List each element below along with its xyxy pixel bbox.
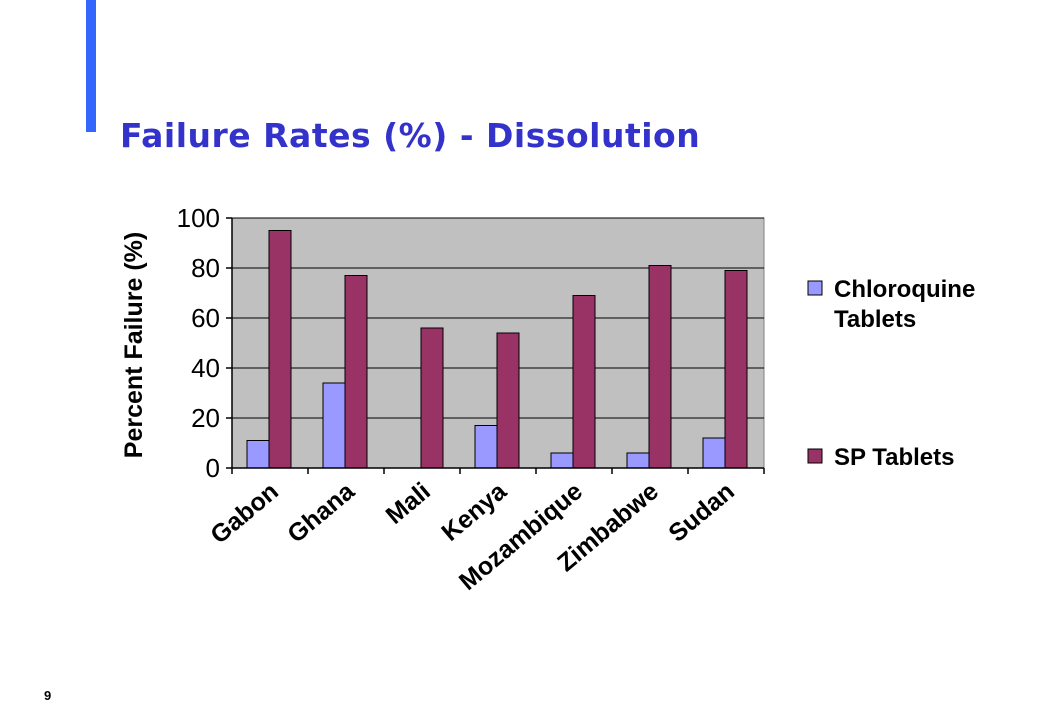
bar-chloroquine-sudan — [702, 437, 726, 469]
bar-sp-kenya — [496, 332, 520, 469]
legend-label-chloroquine: Chloroquine — [834, 276, 975, 303]
page-number: 9 — [44, 688, 52, 703]
bar-sp-mali — [420, 327, 444, 469]
legend-swatch-chloroquine — [807, 280, 823, 296]
bar-sp-mozambique — [572, 295, 596, 469]
bar-chloroquine-gabon — [246, 440, 270, 469]
x-tick-label-sudan: Sudan — [663, 477, 740, 548]
x-tick-label-mali: Mali — [381, 477, 436, 530]
bar-chloroquine-zimbabwe — [626, 452, 650, 469]
bar-chloroquine-kenya — [474, 425, 498, 469]
bar-sp-sudan — [724, 270, 748, 469]
y-axis-label: Percent Failure (%) — [120, 232, 148, 458]
bar-sp-gabon — [268, 230, 292, 469]
y-tick-label: 60 — [191, 303, 220, 333]
y-tick-label: 0 — [206, 453, 220, 483]
y-tick-label: 80 — [191, 253, 220, 283]
axes — [226, 217, 765, 474]
bar-chloroquine-mozambique — [550, 452, 574, 469]
y-tick-label: 100 — [177, 203, 220, 233]
bar-chloroquine-ghana — [322, 382, 346, 469]
x-tick-label-gabon: Gabon — [205, 477, 284, 549]
y-tick-label: 20 — [191, 403, 220, 433]
x-tick-label-ghana: Ghana — [282, 476, 360, 548]
bars — [246, 230, 748, 469]
legend-label-chloroquine: Tablets — [834, 306, 916, 333]
legend-swatch-sp — [807, 448, 823, 464]
y-tick-labels: 0 20 40 60 80 100 — [177, 203, 220, 483]
accent-bar — [86, 0, 96, 132]
y-tick-label: 40 — [191, 353, 220, 383]
slide-title: Failure Rates (%) - Dissolution — [120, 116, 701, 155]
bar-sp-zimbabwe — [648, 265, 672, 469]
legend: Chloroquine Tablets SP Tablets — [807, 276, 975, 471]
gridlines — [232, 217, 764, 419]
bar-sp-ghana — [344, 275, 368, 469]
legend-label-sp: SP Tablets — [834, 444, 955, 471]
